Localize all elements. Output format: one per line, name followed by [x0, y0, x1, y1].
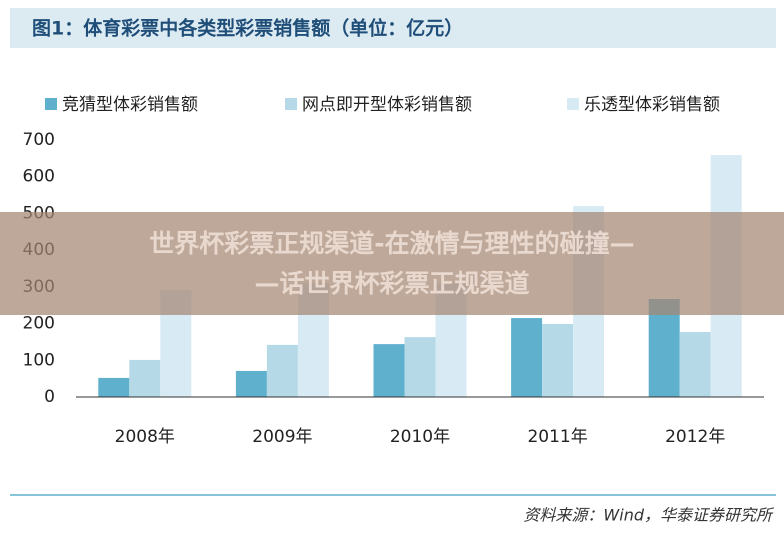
- x-tick-label: 2008年: [115, 427, 175, 447]
- legend-swatch: [567, 98, 579, 110]
- source: 资料来源：Wind，华泰证券研究所: [523, 506, 775, 525]
- y-tick-label: 700: [23, 130, 55, 150]
- y-tick-label: 600: [23, 167, 55, 187]
- x-tick-label: 2009年: [252, 427, 312, 447]
- bar: [679, 332, 711, 397]
- y-tick-label: 200: [23, 314, 55, 334]
- bar: [542, 323, 574, 397]
- bar: [404, 337, 436, 397]
- bar: [648, 298, 680, 397]
- bar: [235, 370, 267, 397]
- bar: [266, 344, 298, 397]
- y-tick-label: 0: [44, 387, 55, 407]
- watermark-text: —话世界杯彩票正规渠道: [254, 269, 529, 298]
- bar: [98, 377, 130, 397]
- x-tick-label: 2011年: [527, 427, 587, 447]
- bar: [373, 344, 405, 397]
- watermark-band: [0, 212, 784, 315]
- chart-title: 图1：体育彩票中各类型彩票销售额（单位：亿元）: [32, 17, 463, 40]
- bar: [129, 359, 161, 397]
- bar: [511, 318, 543, 397]
- legend-swatch: [285, 98, 297, 110]
- legend-label: 网点即开型体彩销售额: [302, 95, 472, 115]
- y-tick-label: 100: [23, 350, 55, 370]
- legend-swatch: [45, 98, 57, 110]
- legend-label: 竞猜型体彩销售额: [62, 95, 198, 115]
- x-tick-label: 2012年: [665, 427, 725, 447]
- legend-label: 乐透型体彩销售额: [584, 95, 720, 115]
- x-tick-label: 2010年: [390, 427, 450, 447]
- watermark-text: 世界杯彩票正规渠道-在激情与理性的碰撞—: [149, 229, 634, 258]
- header-bar: [10, 8, 776, 48]
